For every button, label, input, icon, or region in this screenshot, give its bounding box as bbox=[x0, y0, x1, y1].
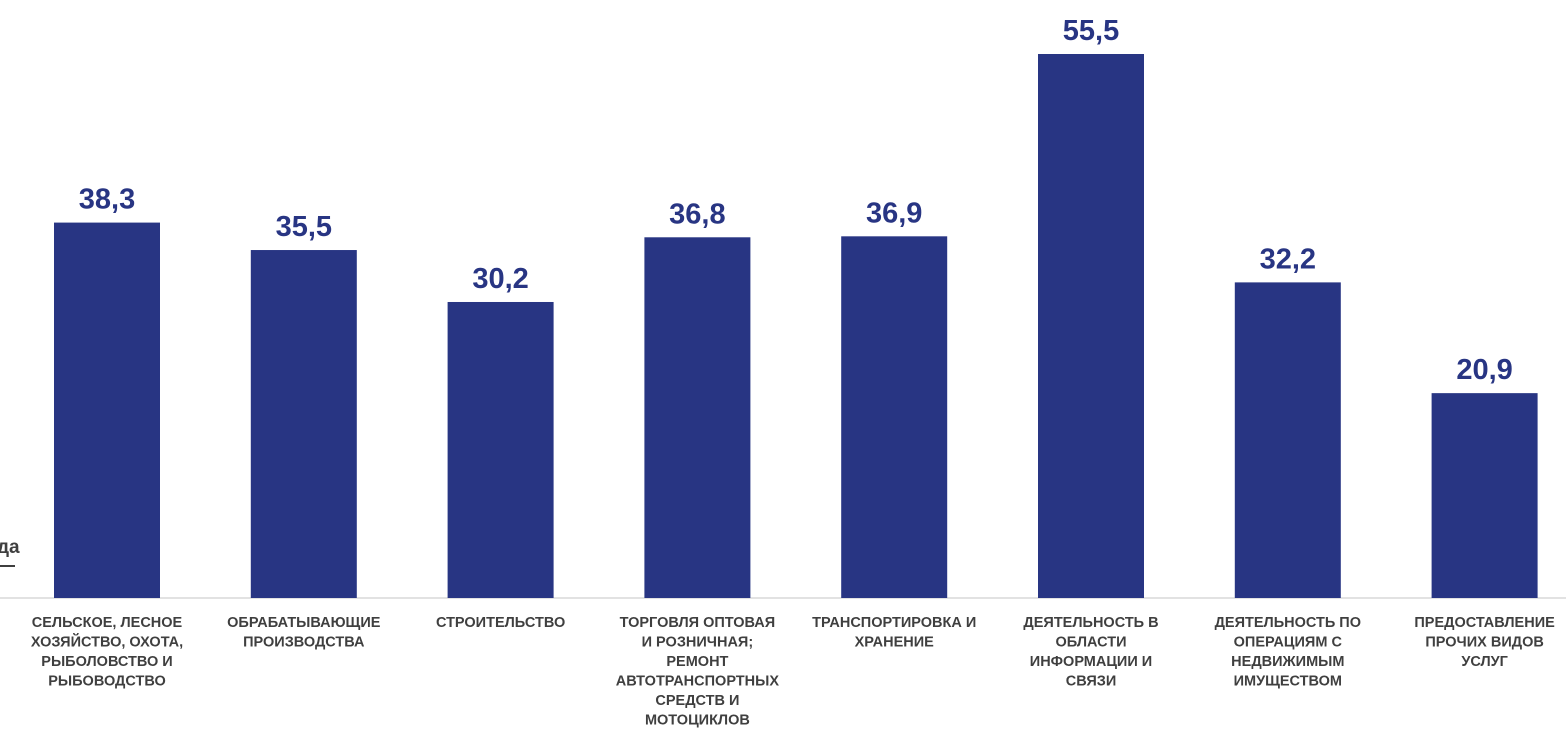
cropped-legend-text: да bbox=[0, 537, 20, 558]
category-label-6: ДЕЯТЕЛЬНОСТЬ В ОБЛАСТИ ИНФОРМАЦИИ И СВЯЗИ bbox=[1023, 615, 1158, 690]
bar-3 bbox=[447, 301, 554, 598]
category-label-8: ПРЕДОСТАВЛЕНИЕ ПРОЧИХ ВИДОВ УСЛУГ bbox=[1414, 615, 1555, 670]
bar-1 bbox=[54, 222, 160, 598]
category-label-line: НЕДВИЖИМЫМ bbox=[1231, 654, 1344, 670]
category-label-2: ОБРАБАТЫВАЮЩИЕ ПРОИЗВОДСТВА bbox=[227, 615, 381, 651]
category-label-line: ХОЗЯЙСТВО, ОХОТА, bbox=[31, 633, 183, 651]
bar-value-label-7: 32,2 bbox=[1260, 243, 1316, 275]
category-label-line: СРЕДСТВ И bbox=[655, 693, 739, 709]
category-label-line: РЕМОНТ bbox=[666, 654, 728, 670]
bar-5 bbox=[841, 236, 948, 598]
category-label-line: ПРОИЗВОДСТВА bbox=[243, 635, 365, 651]
category-label-line: ДЕЯТЕЛЬНОСТЬ В bbox=[1023, 615, 1158, 631]
category-label-line: ОБЛАСТИ bbox=[1055, 635, 1126, 651]
category-label-3: СТРОИТЕЛЬСТВО bbox=[436, 615, 565, 631]
bar-value-label-2: 35,5 bbox=[276, 211, 332, 243]
category-label-line: РЫБОЛОВСТВО И bbox=[41, 654, 172, 670]
bar-value-label-1: 38,3 bbox=[79, 184, 135, 216]
bar-value-label-3: 30,2 bbox=[472, 263, 528, 295]
bar-value-label-6: 55,5 bbox=[1063, 15, 1119, 47]
bar-6 bbox=[1038, 54, 1144, 598]
category-label-line: ИМУЩЕСТВОМ bbox=[1234, 674, 1342, 690]
category-label-line: И РОЗНИЧНАЯ; bbox=[642, 635, 754, 651]
category-label-line: МОТОЦИКЛОВ bbox=[645, 713, 750, 729]
category-label-line: РЫБОВОДСТВО bbox=[48, 674, 165, 690]
category-label-line: ДЕЯТЕЛЬНОСТЬ ПО bbox=[1215, 615, 1361, 631]
category-label-7: ДЕЯТЕЛЬНОСТЬ ПО ОПЕРАЦИЯМ С НЕДВИЖИМЫМ ИМУЩ… bbox=[1215, 615, 1361, 690]
category-label-line: СТРОИТЕЛЬСТВО bbox=[436, 615, 565, 631]
bar-value-label-8: 20,9 bbox=[1456, 354, 1512, 386]
bar-value-label-4: 36,8 bbox=[669, 198, 725, 230]
bar-4 bbox=[644, 237, 751, 598]
category-label-line: ХРАНЕНИЕ bbox=[855, 635, 935, 651]
bar-7 bbox=[1234, 282, 1341, 598]
category-label-line: УСЛУГ bbox=[1461, 654, 1508, 670]
category-label-4: ТОРГОВЛЯ ОПТОВАЯ И РОЗНИЧНАЯ; РЕМОНТ АВТОТР… bbox=[616, 615, 780, 729]
category-label-line: ТОРГОВЛЯ ОПТОВАЯ bbox=[620, 615, 776, 631]
bar-2 bbox=[250, 250, 357, 598]
category-label-line: ПРОЧИХ ВИДОВ bbox=[1425, 635, 1543, 651]
category-label-1: СЕЛЬСКОЕ, ЛЕСНОЕ ХОЗЯЙСТВО, ОХОТА, РЫБОЛОВ… bbox=[31, 615, 183, 690]
bar-value-label-5: 36,9 bbox=[866, 197, 922, 229]
category-label-line: АВТОТРАНСПОРТНЫХ bbox=[616, 674, 780, 690]
bar-8 bbox=[1431, 393, 1538, 598]
category-label-line: ИНФОРМАЦИИ И bbox=[1030, 654, 1152, 670]
category-label-line: СВЯЗИ bbox=[1066, 674, 1117, 690]
category-label-line: ОПЕРАЦИЯМ С bbox=[1234, 635, 1343, 651]
category-label-line: ПРЕДОСТАВЛЕНИЕ bbox=[1414, 615, 1555, 631]
category-label-line: ТРАНСПОРТИРОВКА И bbox=[812, 615, 976, 631]
category-label-line: СЕЛЬСКОЕ, ЛЕСНОЕ bbox=[32, 615, 183, 631]
category-label-5: ТРАНСПОРТИРОВКА И ХРАНЕНИЕ bbox=[812, 615, 976, 651]
category-label-line: ОБРАБАТЫВАЮЩИЕ bbox=[227, 615, 381, 631]
